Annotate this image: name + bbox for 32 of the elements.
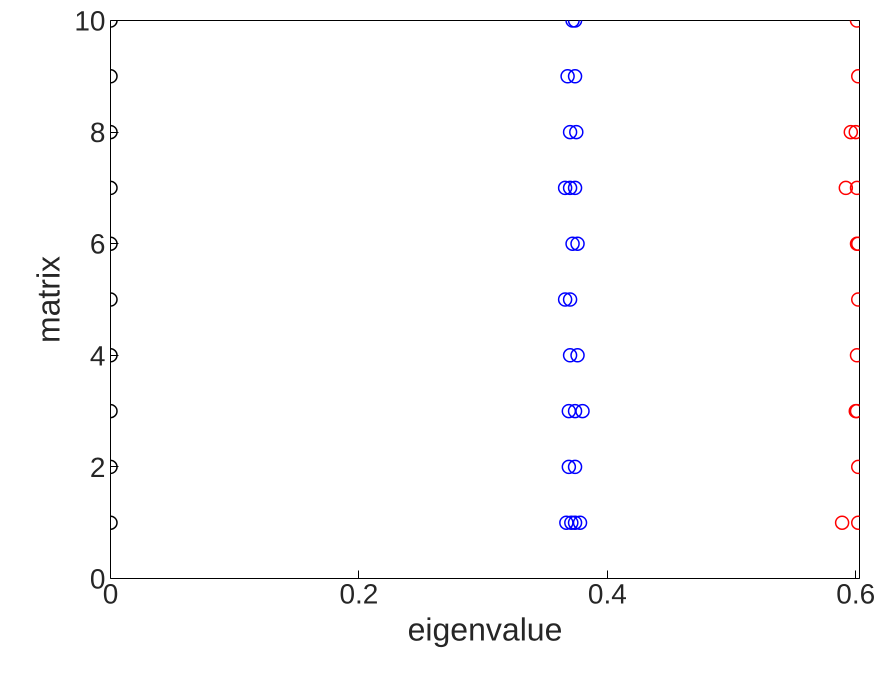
y-axis-title: matrix bbox=[30, 256, 66, 344]
point bbox=[565, 236, 580, 251]
point bbox=[562, 124, 578, 140]
point bbox=[562, 460, 576, 474]
point bbox=[562, 180, 578, 196]
point bbox=[570, 348, 585, 363]
point bbox=[559, 515, 574, 530]
point bbox=[568, 69, 582, 84]
y-tick-label: 10 bbox=[74, 6, 106, 36]
point bbox=[568, 404, 582, 418]
point bbox=[562, 404, 576, 418]
point bbox=[572, 515, 588, 530]
y-tick-label: 4 bbox=[90, 340, 106, 372]
point bbox=[568, 180, 582, 196]
y-tick-label: 6 bbox=[90, 228, 106, 260]
y-tick-label: 8 bbox=[90, 117, 106, 148]
point bbox=[558, 292, 572, 307]
x-tick-label: 0.2 bbox=[339, 578, 378, 610]
point bbox=[568, 515, 582, 530]
y-tick-label: 2 bbox=[90, 452, 106, 483]
point bbox=[562, 348, 578, 363]
point bbox=[569, 124, 584, 140]
x-axis-title: eigenvalue bbox=[408, 612, 562, 648]
point bbox=[570, 236, 585, 251]
point bbox=[568, 460, 582, 474]
point bbox=[564, 515, 579, 530]
x-tick-label: 0.6 bbox=[836, 578, 876, 610]
point bbox=[562, 292, 578, 307]
x-tick-label: 0.4 bbox=[588, 578, 627, 610]
point bbox=[575, 404, 590, 418]
point bbox=[558, 180, 572, 196]
point bbox=[560, 69, 575, 84]
